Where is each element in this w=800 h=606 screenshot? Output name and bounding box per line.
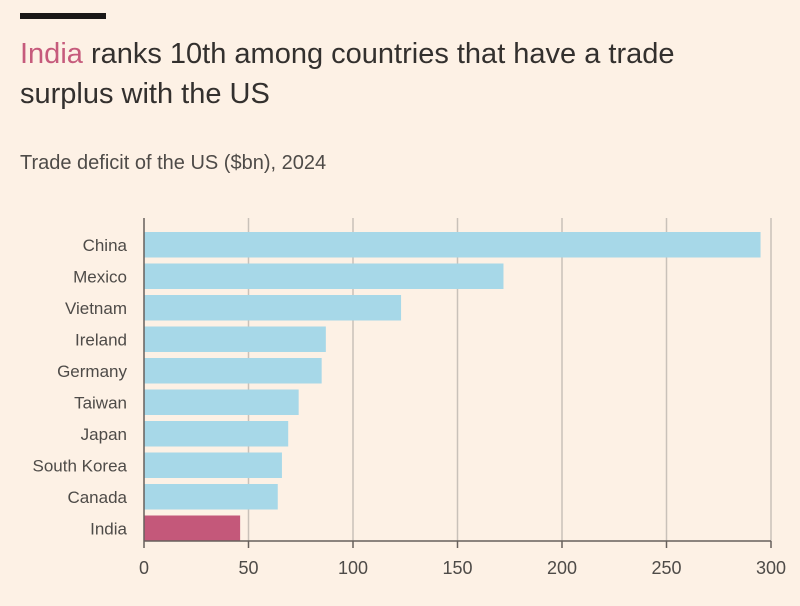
category-label: Vietnam: [65, 299, 127, 318]
title-text: ranks 10th among countries that have a t…: [20, 38, 675, 110]
category-labels: China Mexico Vietnam Ireland Germany Taiwan Ja…: [32, 236, 127, 539]
category-label: Germany: [57, 362, 127, 381]
bar-japan: [144, 421, 289, 447]
category-label: Mexico: [73, 267, 127, 286]
category-label: India: [90, 519, 127, 538]
x-tick-label: 300: [756, 558, 786, 578]
title-highlight: India: [20, 38, 83, 70]
category-label: South Korea: [32, 456, 127, 475]
chart-subtitle: Trade deficit of the US ($bn), 2024: [20, 152, 327, 174]
bar-south-korea: [144, 452, 282, 478]
bar-china: [144, 232, 761, 258]
chart-title: India ranks 10th among countries that ha…: [20, 34, 760, 114]
bar-taiwan: [144, 389, 299, 415]
category-label: Japan: [81, 425, 127, 444]
x-tick-label: 0: [139, 558, 149, 578]
x-tick-label: 150: [442, 558, 472, 578]
top-rule: [20, 13, 106, 19]
x-tick-label: 250: [651, 558, 681, 578]
x-axis: 0 50 100 150 200 250 300: [139, 218, 786, 578]
bar-mexico: [144, 263, 504, 289]
x-tick-label: 100: [338, 558, 368, 578]
x-tick-label: 200: [547, 558, 577, 578]
category-label: Ireland: [75, 330, 127, 349]
bar-ireland: [144, 326, 326, 352]
category-label: Canada: [67, 488, 127, 507]
category-label: China: [83, 236, 128, 255]
bar-india: [144, 515, 241, 541]
bar-vietnam: [144, 295, 402, 321]
category-label: Taiwan: [74, 393, 127, 412]
x-tick-label: 50: [238, 558, 258, 578]
bar-canada: [144, 484, 278, 510]
bar-germany: [144, 358, 322, 384]
bars: [144, 232, 761, 541]
